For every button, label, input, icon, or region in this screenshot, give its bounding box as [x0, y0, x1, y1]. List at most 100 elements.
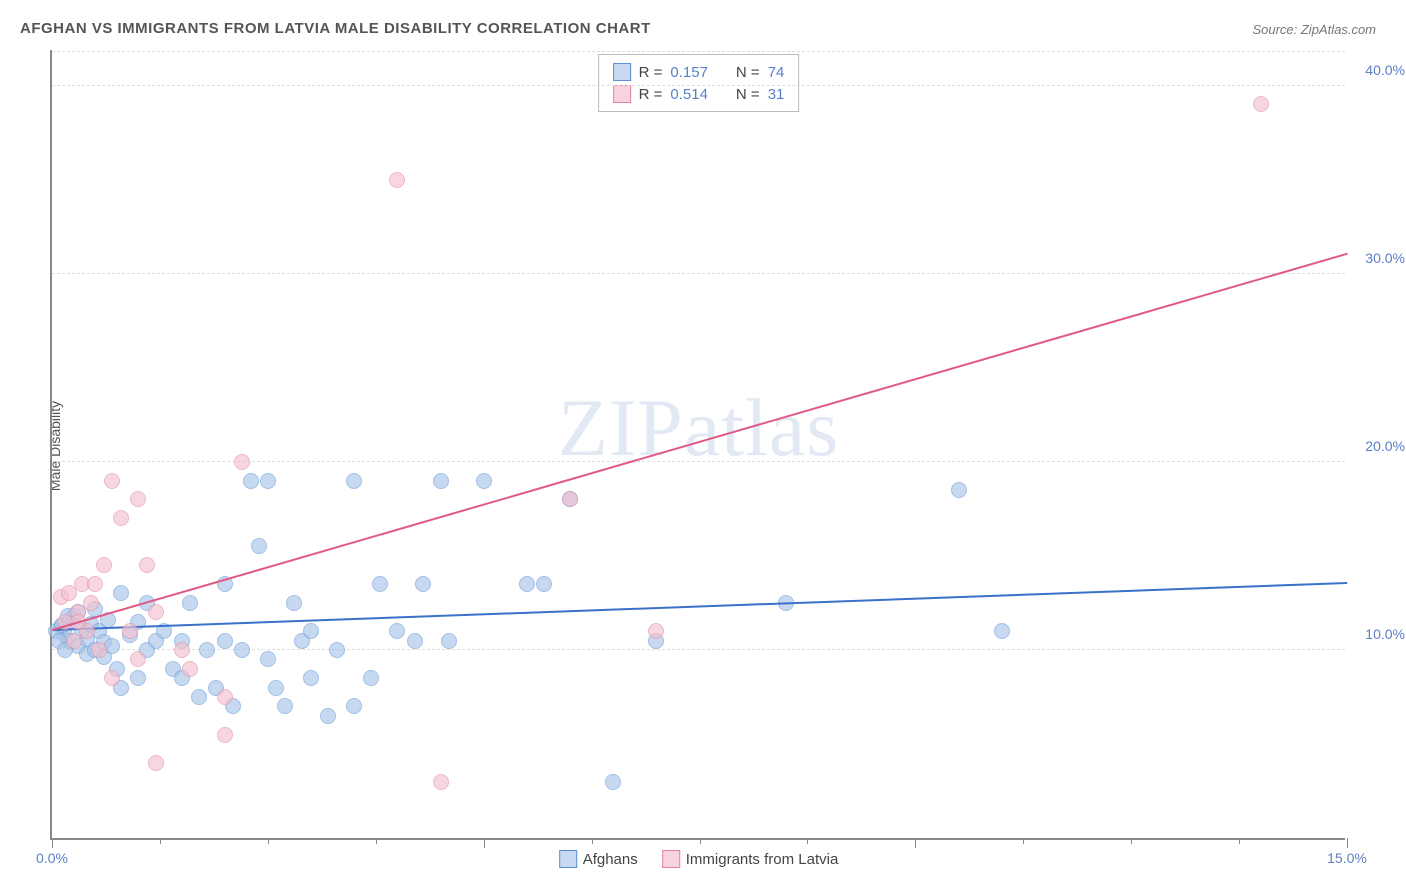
data-point: [148, 755, 164, 771]
legend-n-value: 74: [768, 64, 785, 81]
data-point: [87, 576, 103, 592]
data-point: [303, 623, 319, 639]
x-minor-tick: [1023, 838, 1024, 844]
data-point: [182, 595, 198, 611]
data-point: [83, 595, 99, 611]
y-tick-label: 20.0%: [1365, 438, 1405, 454]
data-point: [104, 670, 120, 686]
data-point: [951, 482, 967, 498]
data-point: [191, 689, 207, 705]
data-point: [122, 623, 138, 639]
legend-swatch: [613, 63, 631, 81]
legend-swatch: [559, 850, 577, 868]
legend-n-value: 31: [768, 86, 785, 103]
data-point: [260, 473, 276, 489]
legend-item: Afghans: [559, 850, 638, 868]
data-point: [174, 642, 190, 658]
x-tick-label: 15.0%: [1327, 850, 1367, 866]
x-minor-tick: [700, 838, 701, 844]
data-point: [389, 623, 405, 639]
data-point: [286, 595, 302, 611]
data-point: [234, 642, 250, 658]
data-point: [372, 576, 388, 592]
data-point: [243, 473, 259, 489]
data-point: [346, 698, 362, 714]
data-point: [217, 689, 233, 705]
x-tick: [915, 838, 916, 848]
x-minor-tick: [376, 838, 377, 844]
gridline-horizontal: [52, 85, 1345, 86]
data-point: [562, 491, 578, 507]
x-tick-label: 0.0%: [36, 850, 68, 866]
data-point: [605, 774, 621, 790]
data-point: [389, 172, 405, 188]
data-point: [130, 651, 146, 667]
legend-row: R = 0.157 N = 74: [613, 61, 785, 83]
x-minor-tick: [268, 838, 269, 844]
data-point: [519, 576, 535, 592]
x-minor-tick: [160, 838, 161, 844]
gridline-horizontal: [52, 51, 1345, 52]
legend-swatch: [662, 850, 680, 868]
data-point: [104, 473, 120, 489]
data-point: [130, 670, 146, 686]
data-point: [130, 491, 146, 507]
data-point: [433, 774, 449, 790]
data-point: [407, 633, 423, 649]
data-point: [113, 510, 129, 526]
data-point: [199, 642, 215, 658]
data-point: [268, 680, 284, 696]
data-point: [139, 557, 155, 573]
x-minor-tick: [1131, 838, 1132, 844]
gridline-horizontal: [52, 273, 1345, 274]
x-minor-tick: [807, 838, 808, 844]
legend-row: R = 0.514 N = 31: [613, 83, 785, 105]
data-point: [303, 670, 319, 686]
trend-line: [52, 582, 1347, 631]
legend-n-label: N =: [736, 86, 760, 103]
data-point: [536, 576, 552, 592]
data-point: [329, 642, 345, 658]
data-point: [320, 708, 336, 724]
legend-correlation: R = 0.157 N = 74 R = 0.514 N = 31: [598, 54, 800, 112]
data-point: [476, 473, 492, 489]
x-tick: [484, 838, 485, 848]
trend-line: [52, 253, 1348, 631]
data-point: [251, 538, 267, 554]
legend-swatch: [613, 85, 631, 103]
x-tick: [1347, 838, 1348, 848]
legend-r-value: 0.514: [670, 86, 708, 103]
data-point: [113, 585, 129, 601]
y-tick-label: 40.0%: [1365, 62, 1405, 78]
data-point: [433, 473, 449, 489]
legend-label: Afghans: [583, 851, 638, 868]
data-point: [994, 623, 1010, 639]
data-point: [346, 473, 362, 489]
data-point: [96, 557, 112, 573]
data-point: [234, 454, 250, 470]
data-point: [277, 698, 293, 714]
data-point: [1253, 96, 1269, 112]
legend-r-label: R =: [639, 64, 663, 81]
y-tick-label: 10.0%: [1365, 626, 1405, 642]
data-point: [648, 623, 664, 639]
y-tick-label: 30.0%: [1365, 250, 1405, 266]
legend-n-label: N =: [736, 64, 760, 81]
legend-r-label: R =: [639, 86, 663, 103]
legend-r-value: 0.157: [670, 64, 708, 81]
x-minor-tick: [1239, 838, 1240, 844]
x-tick: [52, 838, 53, 848]
source-label: Source: ZipAtlas.com: [1252, 22, 1376, 37]
data-point: [441, 633, 457, 649]
data-point: [217, 727, 233, 743]
legend-label: Immigrants from Latvia: [686, 851, 839, 868]
legend-series: Afghans Immigrants from Latvia: [559, 850, 839, 868]
legend-item: Immigrants from Latvia: [662, 850, 839, 868]
data-point: [148, 604, 164, 620]
data-point: [260, 651, 276, 667]
x-minor-tick: [592, 838, 593, 844]
data-point: [415, 576, 431, 592]
data-point: [363, 670, 379, 686]
plot-area: ZIPatlas R =0.157N =74R =0.514N =31 Afgh…: [50, 50, 1345, 840]
data-point: [217, 633, 233, 649]
